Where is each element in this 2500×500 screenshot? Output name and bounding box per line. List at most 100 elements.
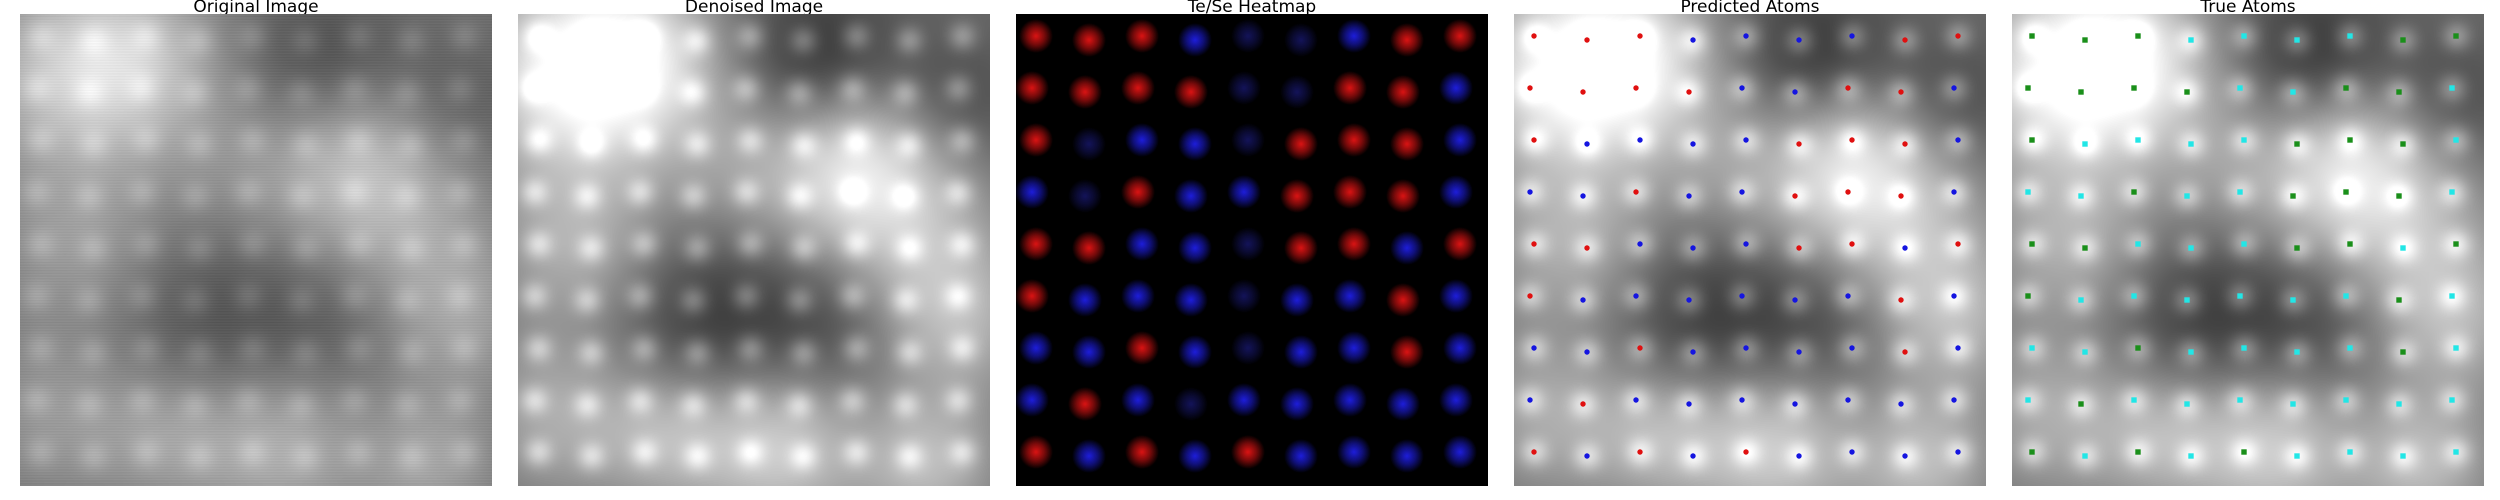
predicted-te-atom bbox=[1531, 137, 1537, 143]
panel-title-denoised: Denoised Image bbox=[684, 0, 824, 17]
true-te-atom bbox=[2290, 193, 2296, 199]
true-te-atom bbox=[2078, 89, 2084, 95]
true-te-atom bbox=[2347, 137, 2353, 143]
true-se-atom bbox=[2294, 349, 2300, 355]
panel-title-true: True Atoms bbox=[2200, 0, 2296, 17]
true-se-atom bbox=[2290, 89, 2296, 95]
predicted-se-atom bbox=[1527, 397, 1533, 403]
true-te-atom bbox=[2082, 245, 2088, 251]
predicted-se-atom bbox=[1845, 293, 1851, 299]
true-se-atom bbox=[2453, 137, 2459, 143]
predicted-te-atom bbox=[1686, 89, 1692, 95]
true-te-atom bbox=[2025, 85, 2031, 91]
true-se-atom bbox=[2029, 345, 2035, 351]
true-se-atom bbox=[2188, 141, 2194, 147]
predicted-se-atom bbox=[1951, 397, 1957, 403]
predicted-se-atom bbox=[1743, 345, 1749, 351]
true-se-atom bbox=[2294, 453, 2300, 459]
true-se-atom bbox=[2184, 193, 2190, 199]
predicted-se-atom bbox=[1690, 245, 1696, 251]
predicted-se-atom bbox=[1951, 85, 1957, 91]
true-se-atom bbox=[2290, 401, 2296, 407]
predicted-se-atom bbox=[1849, 345, 1855, 351]
predicted-se-atom bbox=[1796, 37, 1802, 43]
predicted-te-atom bbox=[1849, 241, 1855, 247]
predicted-se-atom bbox=[1951, 189, 1957, 195]
predicted-se-atom bbox=[1633, 293, 1639, 299]
predicted-te-atom bbox=[1531, 241, 1537, 247]
predicted-se-atom bbox=[1849, 33, 1855, 39]
predicted-atoms-background bbox=[1514, 14, 1986, 486]
predicted-se-atom bbox=[1690, 37, 1696, 43]
predicted-se-atom bbox=[1792, 297, 1798, 303]
true-se-atom bbox=[2188, 349, 2194, 355]
predicted-se-atom bbox=[1902, 453, 1908, 459]
true-te-atom bbox=[2347, 241, 2353, 247]
predicted-se-atom bbox=[1686, 401, 1692, 407]
predicted-se-atom bbox=[1902, 245, 1908, 251]
original-image bbox=[20, 14, 492, 486]
true-se-atom bbox=[2347, 33, 2353, 39]
predicted-te-atom bbox=[1637, 33, 1643, 39]
predicted-te-atom bbox=[1845, 85, 1851, 91]
panel-title-heatmap: Te/Se Heatmap bbox=[1187, 0, 1317, 17]
predicted-se-atom bbox=[1796, 349, 1802, 355]
true-te-atom bbox=[2400, 141, 2406, 147]
predicted-se-atom bbox=[1580, 193, 1586, 199]
true-se-atom bbox=[2025, 189, 2031, 195]
predicted-se-atom bbox=[1637, 241, 1643, 247]
true-te-atom bbox=[2135, 33, 2141, 39]
predicted-se-atom bbox=[1531, 345, 1537, 351]
predicted-te-atom bbox=[1633, 189, 1639, 195]
true-se-atom bbox=[2294, 37, 2300, 43]
predicted-te-atom bbox=[1898, 193, 1904, 199]
true-se-atom bbox=[2188, 37, 2194, 43]
true-te-atom bbox=[2082, 37, 2088, 43]
true-se-atom bbox=[2131, 293, 2137, 299]
predicted-te-atom bbox=[1527, 85, 1533, 91]
true-se-atom bbox=[2082, 453, 2088, 459]
true-se-atom bbox=[2241, 241, 2247, 247]
true-te-atom bbox=[2453, 241, 2459, 247]
true-se-atom bbox=[2131, 397, 2137, 403]
predicted-se-atom bbox=[1527, 189, 1533, 195]
true-te-atom bbox=[2241, 449, 2247, 455]
predicted-te-atom bbox=[1898, 89, 1904, 95]
predicted-se-atom bbox=[1955, 345, 1961, 351]
true-te-atom bbox=[2343, 189, 2349, 195]
true-te-atom bbox=[2029, 137, 2035, 143]
predicted-se-atom bbox=[1584, 453, 1590, 459]
true-se-atom bbox=[2237, 85, 2243, 91]
panel-predicted-atoms: Predicted Atoms bbox=[1514, 0, 1986, 486]
true-te-atom bbox=[2184, 89, 2190, 95]
true-te-atom bbox=[2025, 293, 2031, 299]
predicted-te-atom bbox=[1580, 401, 1586, 407]
true-se-atom bbox=[2135, 241, 2141, 247]
predicted-se-atom bbox=[1633, 397, 1639, 403]
predicted-se-atom bbox=[1739, 293, 1745, 299]
true-se-atom bbox=[2237, 293, 2243, 299]
true-se-atom bbox=[2453, 449, 2459, 455]
true-se-atom bbox=[2188, 453, 2194, 459]
true-se-atom bbox=[2396, 401, 2402, 407]
predicted-atoms-overlay bbox=[1527, 33, 1961, 459]
predicted-te-atom bbox=[1796, 141, 1802, 147]
true-te-atom bbox=[2343, 85, 2349, 91]
true-te-atom bbox=[2131, 85, 2137, 91]
true-te-atom bbox=[2078, 401, 2084, 407]
predicted-te-atom bbox=[1633, 85, 1639, 91]
true-te-atom bbox=[2029, 241, 2035, 247]
true-te-atom bbox=[2294, 141, 2300, 147]
predicted-se-atom bbox=[1686, 297, 1692, 303]
true-se-atom bbox=[2241, 345, 2247, 351]
true-te-atom bbox=[2400, 349, 2406, 355]
predicted-se-atom bbox=[1739, 397, 1745, 403]
true-se-atom bbox=[2078, 297, 2084, 303]
predicted-te-atom bbox=[1637, 449, 1643, 455]
true-te-atom bbox=[2131, 189, 2137, 195]
predicted-se-atom bbox=[1686, 193, 1692, 199]
predicted-te-atom bbox=[1584, 37, 1590, 43]
true-se-atom bbox=[2135, 137, 2141, 143]
predicted-se-atom bbox=[1739, 85, 1745, 91]
true-se-atom bbox=[2184, 297, 2190, 303]
